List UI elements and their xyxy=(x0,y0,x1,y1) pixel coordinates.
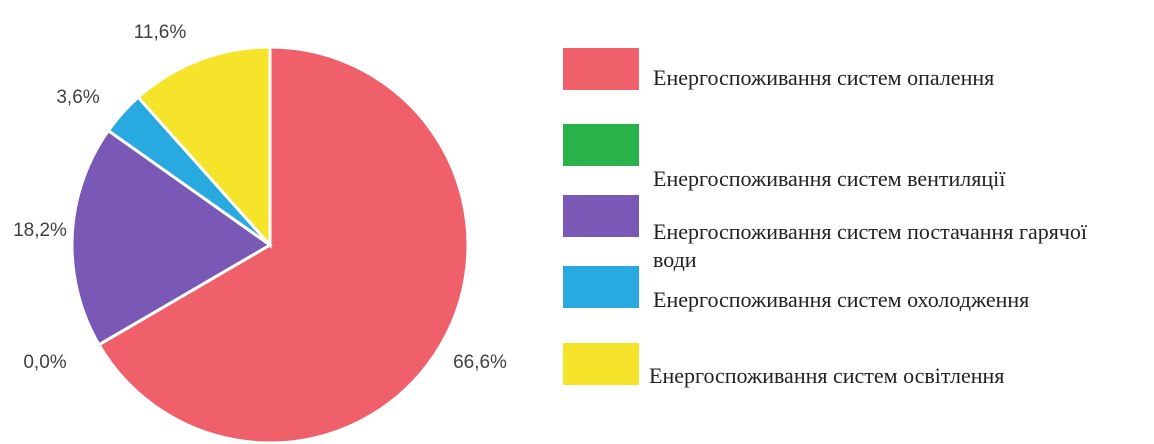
label-cooling: 3,6% xyxy=(56,87,99,108)
legend-label-hot-water: Енергоспоживання систем постачання гаряч… xyxy=(653,219,1088,272)
label-ventilation: 0,0% xyxy=(23,352,66,373)
legend-swatch-cooling xyxy=(563,266,639,308)
label-hot-water: 18,2% xyxy=(13,220,67,241)
legend-label-heating: Енергоспоживання систем опалення xyxy=(653,65,995,90)
legend-swatch-heating xyxy=(563,48,639,90)
legend-label-lighting: Енергоспоживання систем освітлення xyxy=(649,363,1005,388)
legend-label-ventilation: Енергоспоживання систем вентиляції xyxy=(653,166,1006,191)
legend-swatch-ventilation xyxy=(563,124,639,166)
slice-hot-water xyxy=(70,128,273,347)
pie-chart: 66,6% 0,0% 18,2% 3,6% 11,6% xyxy=(13,22,507,444)
legend-label-cooling: Енергоспоживання систем охолодження xyxy=(653,287,1030,312)
slice-lighting xyxy=(136,45,272,249)
slice-heating xyxy=(96,45,470,444)
label-lighting: 11,6% xyxy=(134,22,187,43)
label-heating: 66,6% xyxy=(453,352,507,373)
legend-swatch-hot-water xyxy=(563,195,639,237)
legend-swatch-lighting xyxy=(563,343,639,385)
